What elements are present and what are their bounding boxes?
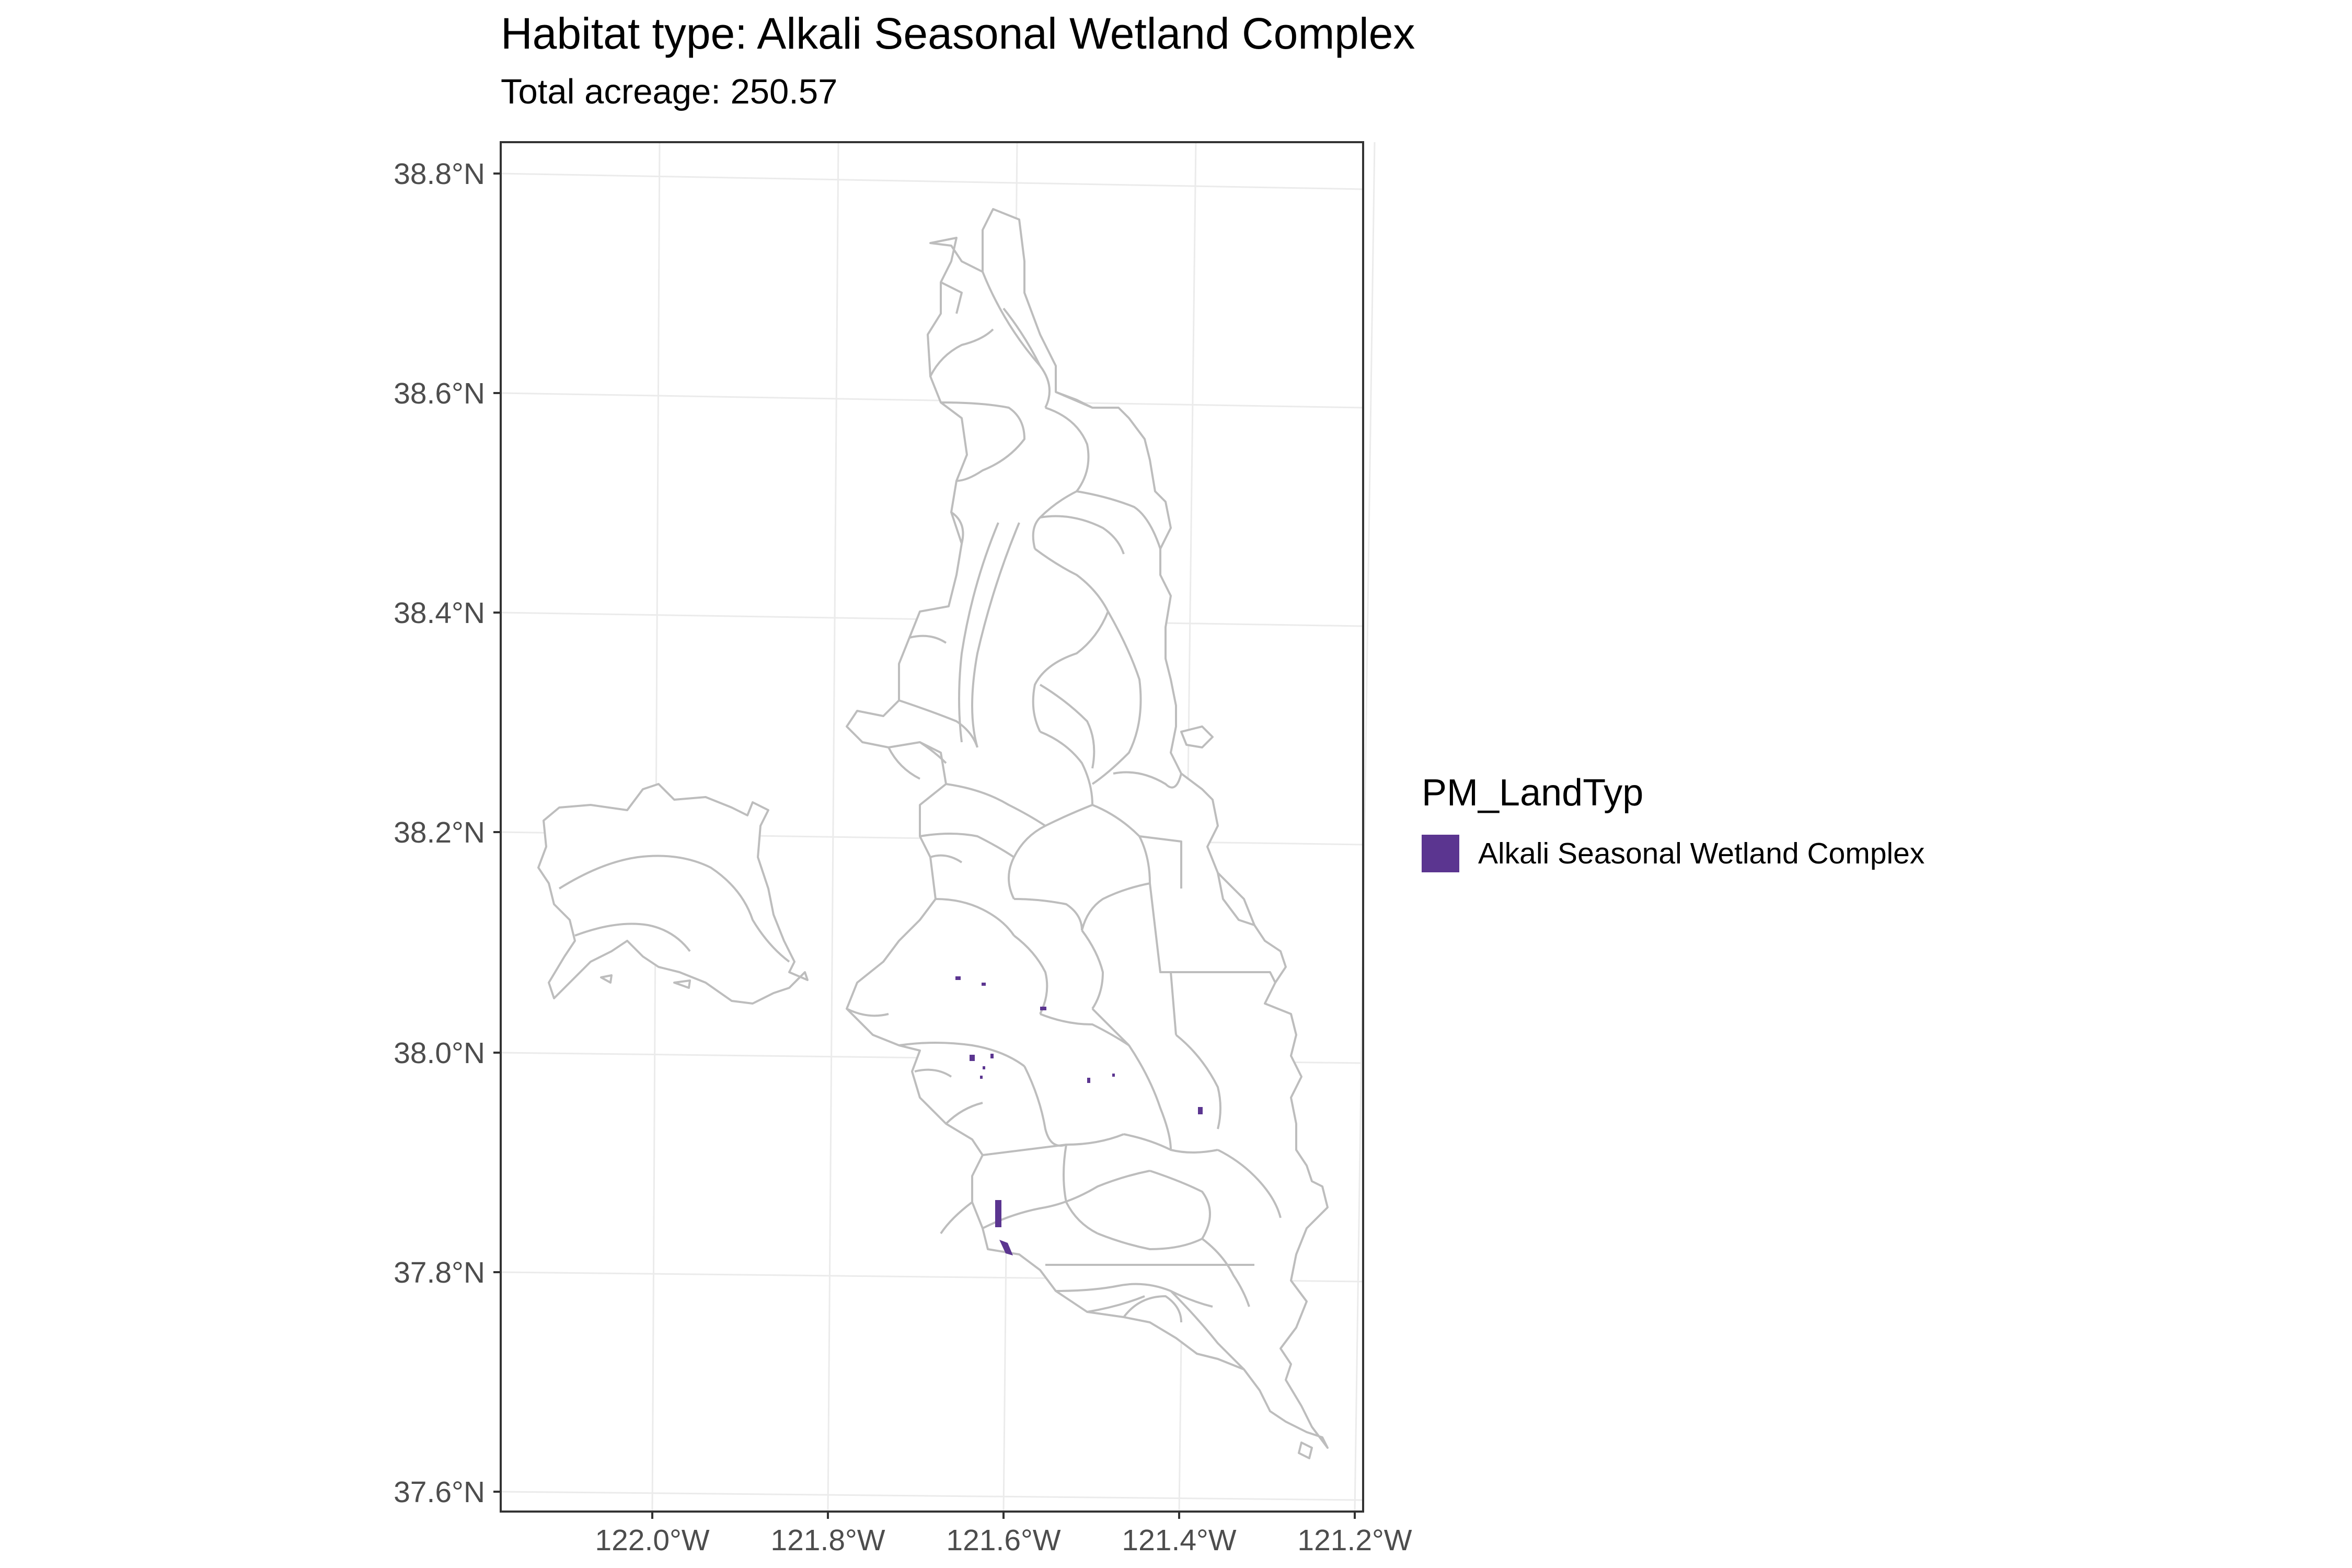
habitat-patch: [955, 976, 961, 980]
habitat-patch: [982, 983, 986, 986]
x-tick-label: 122.0°W: [595, 1524, 709, 1557]
legend-title: PM_LandTyp: [1422, 771, 1643, 815]
y-tick-label: 37.8°N: [394, 1256, 485, 1289]
x-tick-label: 121.4°W: [1122, 1524, 1236, 1557]
habitat-patch: [970, 1055, 975, 1061]
habitat-patch: [1087, 1078, 1090, 1083]
x-tick-label: 121.6°W: [946, 1524, 1060, 1557]
x-tick-label: 121.2°W: [1297, 1524, 1412, 1557]
habitat-patch: [990, 1054, 994, 1058]
y-tick-label: 38.2°N: [394, 816, 485, 849]
habitat-patch: [980, 1076, 983, 1079]
habitat-patch: [983, 1066, 985, 1069]
habitat-patch: [1198, 1107, 1203, 1114]
habitat-patch: [1040, 1007, 1046, 1010]
y-tick-label: 38.8°N: [394, 157, 485, 191]
x-tick-label: 121.8°W: [770, 1524, 885, 1557]
legend-swatch: [1422, 835, 1459, 872]
y-tick-label: 38.6°N: [394, 377, 485, 410]
y-tick-label: 38.0°N: [394, 1036, 485, 1070]
habitat-patch: [1112, 1074, 1115, 1077]
legend-item-label: Alkali Seasonal Wetland Complex: [1478, 836, 1924, 871]
y-tick-label: 37.6°N: [394, 1475, 485, 1509]
y-axis-labels: 38.8°N 38.6°N 38.4°N 38.2°N 38.0°N 37.8°…: [394, 157, 485, 1509]
x-axis-labels: 122.0°W 121.8°W 121.6°W 121.4°W 121.2°W: [595, 1524, 1412, 1557]
y-tick-label: 38.4°N: [394, 596, 485, 630]
habitat-patch: [995, 1200, 1001, 1227]
